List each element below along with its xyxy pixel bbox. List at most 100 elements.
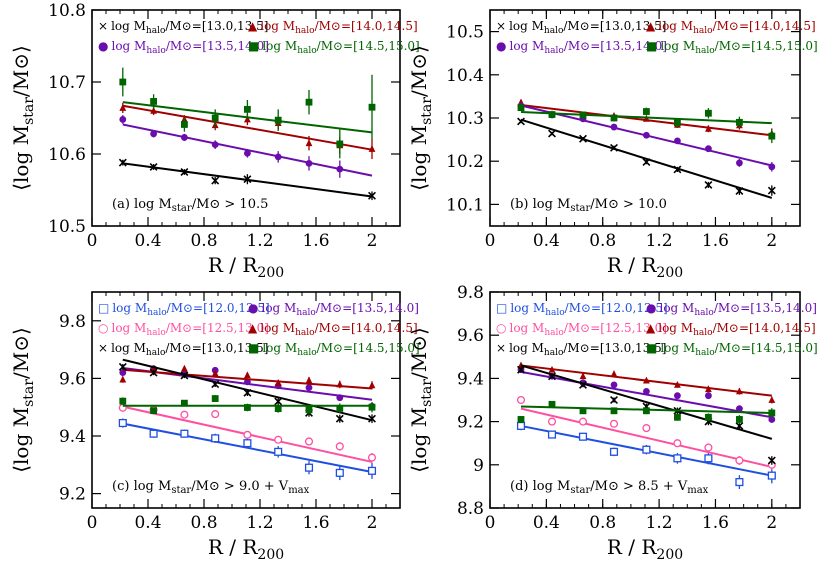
data-point	[211, 176, 220, 185]
x-tick-label: 0	[87, 513, 98, 533]
legend-range: [14.0,14.5]	[749, 19, 816, 33]
legend-symbol: ■	[248, 341, 259, 355]
data-point	[736, 405, 743, 413]
legend-entry: ▲ log Mhalo/M⊙=[14.0,14.5]	[646, 321, 816, 338]
data-point	[736, 416, 743, 423]
data-point	[118, 362, 127, 371]
legend-prefix: log M	[660, 341, 695, 355]
y-tick-label: 9.4	[457, 369, 484, 389]
legend-suffix: /M⊙=	[167, 301, 203, 315]
legend-entry: ● log Mhalo/M⊙=[13.5,14.0]	[496, 39, 667, 56]
legend-sub: halo	[146, 348, 165, 358]
legend-sub: halo	[544, 348, 563, 358]
x-tick-label: 0	[87, 231, 98, 251]
legend-sub: halo	[544, 26, 563, 36]
legend-suffix: /M⊙=	[563, 19, 599, 33]
data-point	[735, 421, 744, 430]
legend-range: [14.0,14.5]	[351, 321, 418, 335]
data-point	[674, 119, 681, 127]
data-point	[244, 149, 251, 157]
data-point	[150, 130, 158, 138]
data-point	[673, 165, 682, 174]
data-point	[149, 162, 158, 171]
series	[118, 158, 376, 201]
y-axis-label: ⟨log Mstar/M⊙⟩	[407, 45, 435, 191]
series	[516, 395, 776, 470]
data-point	[150, 106, 157, 114]
legend-sub: halo	[297, 46, 316, 56]
y-axis-label-main: ⟨log M	[9, 407, 33, 473]
y-tick-label: 9.2	[457, 413, 484, 433]
x-axis-label: R / R200	[607, 535, 683, 563]
selection-sub: star	[171, 485, 191, 496]
legend-suffix: /M⊙=	[715, 341, 751, 355]
data-point	[211, 369, 219, 377]
fit-line	[122, 368, 373, 390]
x-tick-label: 1.6	[302, 513, 329, 533]
data-point	[609, 447, 619, 456]
data-point	[674, 392, 681, 400]
selection-main: log M	[134, 197, 172, 212]
fit-line	[520, 407, 773, 468]
legend-sub: halo	[146, 46, 165, 56]
x-tick-label: 2	[367, 231, 378, 251]
data-point	[180, 429, 189, 438]
y-tick-label: 10.1	[446, 195, 484, 215]
data-point	[673, 439, 682, 448]
y-tick-label: 10.5	[446, 23, 484, 43]
data-point	[211, 141, 219, 149]
x-axis-label: R / R200	[208, 253, 284, 281]
data-point	[211, 434, 220, 443]
legend-prefix: log M	[659, 301, 694, 315]
selection-main: log M	[533, 479, 571, 494]
legend-suffix: /M⊙=	[564, 39, 600, 53]
legend-sub: halo	[693, 328, 712, 338]
legend-symbol: ▲	[248, 19, 258, 33]
data-point	[119, 104, 127, 111]
y-axis-label-sub: star	[419, 97, 435, 125]
legend-range: [13.0,13.5]	[600, 19, 667, 33]
legend-suffix: /M⊙=	[315, 19, 351, 33]
selection-label: (d) log Mstar/M⊙ > 8.5 + Vmax	[510, 479, 709, 496]
data-point	[578, 417, 588, 426]
legend-suffix: /M⊙=	[564, 321, 600, 335]
legend-entry: ● log Mhalo/M⊙=[13.5,14.0]	[98, 39, 269, 56]
data-point	[181, 121, 188, 128]
data-point	[150, 407, 157, 415]
data-point	[149, 429, 158, 438]
data-point	[609, 419, 619, 428]
data-point	[643, 131, 650, 139]
legend-sub: halo	[296, 308, 315, 318]
data-point	[274, 116, 282, 124]
legend-suffix: /M⊙=	[166, 321, 202, 335]
legend-prefix: log M	[111, 39, 146, 53]
series	[119, 115, 373, 178]
legend-symbol: ▲	[248, 321, 258, 335]
panel-a: 0 0.4 0.8 1.2 1.6 2 10.5 10.6 10.7 10.8 R / R200 ⟨l…	[9, 1, 420, 281]
data-point	[516, 421, 526, 430]
data-point	[243, 439, 252, 448]
data-point	[211, 380, 220, 389]
y-tick-label: 9.8	[457, 283, 484, 303]
data-point	[368, 103, 376, 111]
data-point	[211, 114, 219, 122]
data-point	[736, 387, 743, 395]
selection-sub: star	[570, 485, 590, 496]
legend-entry: ▲ log Mhalo/M⊙=[14.0,14.5]	[646, 19, 816, 36]
legend-symbol: ■	[646, 341, 657, 355]
legend-symbol: □	[98, 301, 109, 315]
panel-label: (a)	[112, 197, 134, 212]
data-point	[705, 385, 712, 393]
legend-prefix: log M	[260, 321, 295, 335]
data-point	[674, 380, 681, 388]
data-point	[643, 108, 650, 115]
data-point	[735, 456, 744, 465]
legend-entry: × log Mhalo/M⊙=[13.0,13.5]	[496, 19, 666, 36]
x-tick-label: 0	[485, 513, 496, 533]
fit-line	[520, 364, 773, 440]
x-axis-label-main: R / R	[208, 535, 259, 559]
legend-sub: halo	[146, 26, 165, 36]
data-point	[305, 376, 313, 384]
legend-suffix: /M⊙=	[166, 39, 202, 53]
selection-label: (b) log Mstar/M⊙ > 10.0	[510, 197, 667, 214]
